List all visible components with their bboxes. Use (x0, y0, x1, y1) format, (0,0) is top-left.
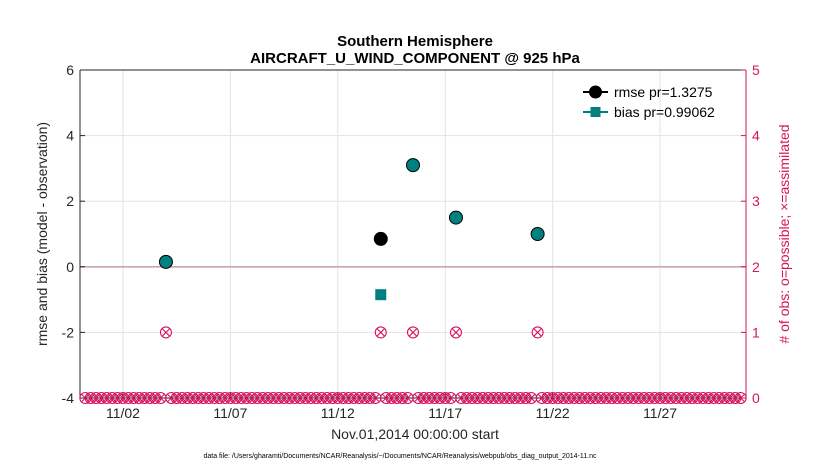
y2-tick-label: 1 (752, 324, 760, 340)
legend-bias-label: bias pr=0.99062 (614, 104, 715, 120)
y-tick-label: 2 (66, 193, 74, 209)
y-tick-label: -4 (62, 390, 75, 406)
y2-tick-label: 2 (752, 259, 760, 275)
obs-count-zero-marker-cross (156, 393, 165, 403)
x-tick-label: 11/12 (321, 405, 355, 421)
y2-tick-label: 3 (752, 193, 760, 209)
legend-rmse-marker (589, 85, 602, 99)
y-tick-label: 0 (66, 259, 74, 275)
obs-count-zero-marker-cross (736, 393, 745, 403)
bias-point (449, 211, 462, 224)
obs-count-zero-marker-cross (526, 393, 536, 403)
rmse-point (373, 231, 388, 246)
x-tick-label: 11/27 (643, 405, 677, 421)
obs-count-marker-cross (451, 328, 461, 337)
y2-tick-label: 0 (752, 390, 760, 406)
x-axis-label: Nov.01,2014 00:00:00 start (331, 426, 499, 442)
obs-count-marker-cross (408, 328, 418, 337)
bias-point (375, 289, 387, 301)
obs-count-marker-cross (533, 328, 542, 337)
legend-bias-marker (590, 107, 601, 117)
y-tick-label: 6 (66, 62, 74, 78)
obs-count-marker-circle (449, 326, 463, 339)
x-tick-label: 11/02 (106, 405, 140, 421)
y2-axis-label: # of obs: o=possible; ×=assimilated (776, 124, 792, 343)
x-tick-label: 11/22 (536, 405, 570, 421)
y-tick-label: -2 (62, 324, 75, 340)
bias-point (159, 255, 172, 268)
chart-subtitle: AIRCRAFT_U_WIND_COMPONENT @ 925 hPa (250, 50, 580, 67)
chart-title: Southern Hemisphere (337, 33, 493, 50)
obs-count-marker-cross (376, 328, 386, 337)
y2-tick-label: 5 (752, 62, 760, 78)
y-tick-label: 4 (66, 128, 74, 144)
obs-count-marker-circle (531, 326, 544, 339)
y-axis-label: rmse and bias (model - observation) (34, 122, 50, 346)
obs-count-marker-circle (159, 326, 172, 339)
obs-count-marker-circle (406, 326, 420, 339)
bias-point (531, 228, 544, 240)
obs-count-zero-marker-cross (403, 393, 412, 403)
x-tick-label: 11/07 (213, 405, 247, 421)
data-file-footnote: data file: /Users/gharamti/Documents/NCA… (203, 453, 597, 460)
obs-count-zero-marker-circle (734, 391, 747, 405)
legend-rmse-label: rmse pr=1.3275 (614, 84, 713, 100)
obs-count-zero-marker-cross (446, 393, 455, 403)
x-tick-label: 11/17 (428, 405, 462, 421)
obs-count-zero-marker-cross (371, 393, 380, 403)
y2-tick-label: 4 (752, 128, 760, 144)
obs-count-marker-circle (374, 326, 387, 339)
bias-point (407, 159, 419, 172)
obs-count-marker-cross (161, 328, 171, 337)
